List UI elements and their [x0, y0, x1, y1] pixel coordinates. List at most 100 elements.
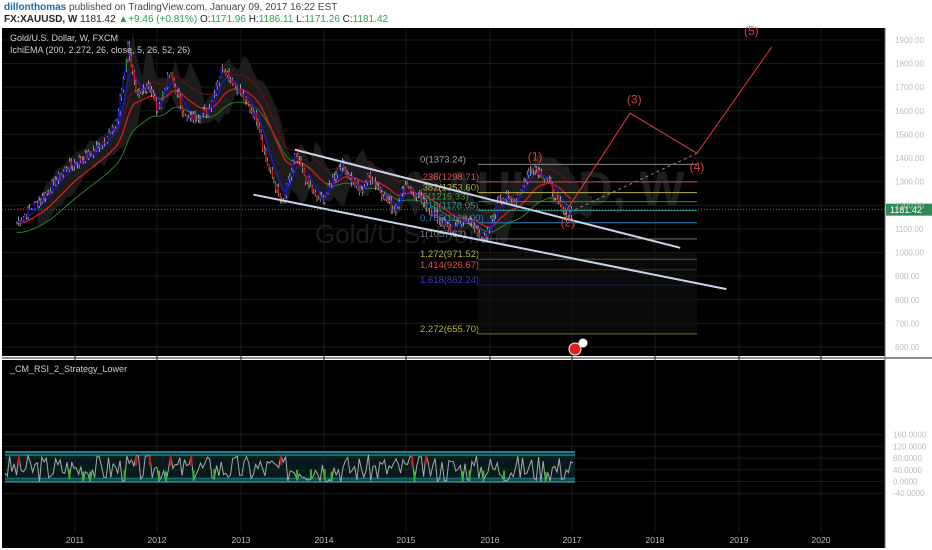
price-axis-label: 1700.00: [895, 83, 924, 92]
candle-body: [316, 195, 318, 199]
candle-body: [81, 159, 83, 161]
author-link[interactable]: dillonthomas: [4, 2, 67, 13]
candle-body: [446, 224, 449, 226]
candle-body: [485, 235, 487, 238]
candle-body: [388, 200, 391, 202]
close-value: 1181.42: [352, 14, 389, 25]
candle-body: [271, 169, 273, 178]
candle-body: [399, 193, 402, 203]
candle-body: [25, 214, 28, 218]
candle-body: [17, 220, 20, 224]
candle-body: [433, 211, 436, 215]
candle-body: [427, 207, 429, 213]
candle-body: [381, 191, 383, 197]
candle-body: [449, 226, 452, 232]
price-axis-label: 1300.00: [895, 178, 924, 187]
candle-body: [95, 145, 98, 151]
time-axis-label: 2016: [481, 535, 500, 545]
open-label: O:: [199, 14, 211, 25]
up-arrow-icon: ▲: [118, 14, 129, 25]
indicator-legend[interactable]: IchiEMA (200, 2.272, 26, close, 5, 26, 5…: [10, 45, 191, 55]
candle-body: [100, 145, 102, 148]
candle-body: [124, 70, 126, 80]
candle-body: [223, 69, 225, 72]
rsi-band-fill: [5, 452, 575, 482]
wave-label: (2): [561, 216, 576, 230]
candle-body: [238, 88, 240, 93]
candle-body: [493, 214, 495, 218]
candle-body: [306, 176, 309, 182]
candle-body: [168, 74, 170, 76]
candle-body: [368, 173, 370, 175]
candle-body: [117, 110, 120, 122]
candle-body: [49, 191, 52, 193]
price-axis-label: 700.00: [895, 319, 920, 328]
candle-body: [470, 219, 473, 223]
candle-body: [157, 103, 159, 111]
candle-body: [221, 67, 224, 70]
candle-body: [480, 237, 482, 239]
fib-level-label: 1(1057.62): [420, 229, 466, 240]
candle-body: [287, 178, 289, 185]
price-tag: [886, 203, 932, 216]
candle-body: [246, 96, 248, 102]
candle-body: [313, 191, 315, 193]
event-flag-icon: [568, 342, 582, 356]
candle-body: [72, 165, 74, 167]
candle-body: [311, 186, 313, 192]
candle-body: [202, 109, 204, 114]
candle-body: [70, 161, 72, 166]
candle-body: [384, 195, 386, 199]
candle-body: [125, 59, 128, 71]
candle-body: [30, 209, 32, 211]
candle-body: [92, 150, 94, 156]
candle-body: [239, 88, 242, 94]
candle-body: [396, 206, 399, 208]
close-label: C:: [342, 14, 353, 25]
candle-body: [358, 188, 361, 193]
candle-body: [64, 168, 66, 172]
candle-body: [48, 191, 50, 193]
candle-body: [477, 229, 479, 234]
rsi-line: [4, 453, 574, 483]
candle-body: [108, 133, 110, 138]
candle-body: [173, 80, 175, 87]
lower-pane-title[interactable]: _CM_RSI_2_Strategy_Lower: [10, 364, 128, 374]
candle-body: [298, 160, 301, 162]
candle-body: [109, 131, 112, 134]
symbol-label[interactable]: FX:XAUUSD, W: [4, 14, 78, 25]
candle-body: [305, 175, 307, 182]
candle-body: [498, 198, 500, 201]
candle-body: [212, 94, 214, 102]
candle-body: [440, 220, 442, 223]
candle-body: [242, 93, 245, 100]
rsi-axis-label: -40.0000: [893, 489, 925, 498]
price-axis-label: 1400.00: [895, 154, 924, 163]
wave-label: (5): [744, 24, 759, 38]
candle-body: [98, 144, 101, 148]
candle-body: [395, 206, 397, 212]
candle-body: [490, 219, 492, 229]
candle-body: [553, 193, 555, 199]
candle-body: [200, 113, 203, 119]
candle-body: [217, 82, 219, 87]
candle-body: [531, 169, 533, 171]
candle-body: [303, 168, 305, 176]
candle-body: [438, 220, 440, 222]
candle-body: [75, 162, 77, 164]
candle-body: [181, 106, 183, 113]
candle-body: [233, 83, 235, 85]
candle-body: [19, 220, 21, 224]
candle-body: [65, 168, 68, 170]
candle-body: [409, 188, 411, 192]
candle-body: [445, 220, 447, 225]
rsi-axis-label: 0.0000: [893, 478, 918, 487]
candle-body: [158, 103, 161, 108]
candle-body: [228, 72, 230, 80]
candle-body: [459, 223, 461, 225]
wave-label: (3): [627, 93, 642, 107]
channel-line: [294, 148, 681, 249]
candle-body: [321, 194, 323, 197]
candle-body: [154, 96, 156, 102]
